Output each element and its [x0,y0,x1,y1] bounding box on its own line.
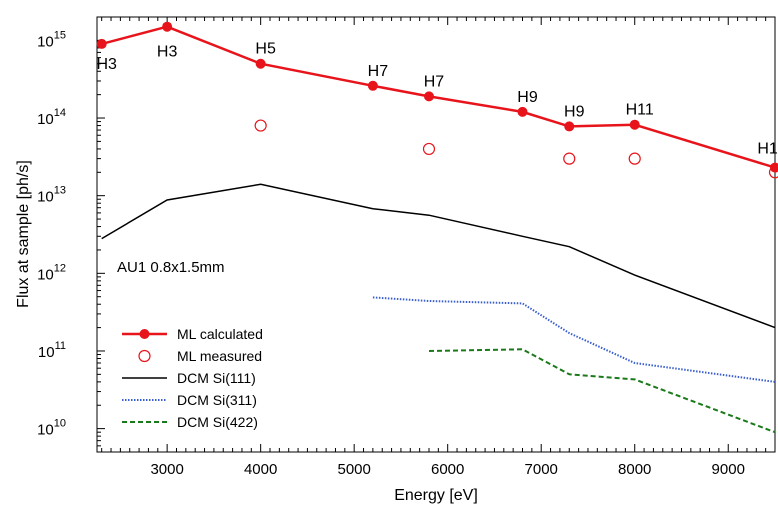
y-tick-label: 1014 [37,107,66,128]
harmonic-label: H9 [517,89,538,106]
y-tick-label: 1010 [37,418,66,439]
harmonic-label: H11 [626,102,654,119]
y-tick-label: 1012 [37,262,66,283]
x-tick-label: 6000 [431,461,464,478]
x-tick-label: 9000 [712,461,745,478]
data-point-ml-calculated [517,106,528,117]
series-line-dcm-si111 [101,183,776,329]
harmonic-label: H7 [424,73,445,90]
legend-label: DCM Si(111) [177,370,256,386]
harmonic-label: H3 [96,56,117,73]
legend-marker-ml-measured [138,349,151,363]
harmonic-label: H9 [564,103,585,120]
x-tick-label: 4000 [244,461,277,478]
y-tick-labels: 1010 1011 1012 1013 1014 1015 [37,29,66,438]
data-point-ml-measured [768,166,778,179]
data-point-ml-calculated [255,58,266,69]
x-tick-label: 7000 [525,461,558,478]
data-point-ml-measured [628,152,641,165]
x-tick-label: 3000 [150,461,183,478]
legend-label: DCM Si(422) [177,414,258,430]
x-axis-title: Energy [eV] [394,487,478,504]
data-point-ml-calculated [423,91,434,102]
legend: ML calculated ML measured DCM Si(111) DCM S… [122,326,263,430]
data-point-ml-measured [422,142,436,156]
data-point-ml-calculated [162,21,173,32]
x-tick-label: 5000 [337,461,370,478]
y-tick-label: 1013 [37,185,66,206]
data-point-ml-measured [254,119,267,132]
series-line-dcm-si311 [372,296,776,383]
harmonic-label: H7 [368,63,389,80]
harmonic-label: H5 [255,41,276,58]
series-line-dcm-si422 [428,348,776,434]
legend-label: ML calculated [177,326,263,342]
data-point-ml-calculated [770,162,778,173]
legend-label: DCM Si(311) [177,392,257,408]
legend-marker-ml-calculated [139,329,150,339]
data-point-ml-calculated [629,119,640,130]
harmonic-label: H13 [757,141,778,158]
y-axis-title: Flux at sample [ph/s] [15,160,32,308]
legend-label: ML measured [177,348,262,364]
series-line-ml-calculated [101,25,776,169]
data-point-ml-measured [563,152,576,165]
harmonic-label: H3 [157,44,178,61]
x-tick-label: 8000 [618,461,651,478]
y-tick-label: 1015 [37,29,66,50]
x-tick-labels: 3000 4000 5000 6000 7000 8000 9000 [150,461,744,478]
y-tick-label: 1011 [38,340,66,361]
plot-frame [96,16,776,453]
series-layer [96,21,778,434]
annotation-text: AU1 0.8x1.5mm [117,259,225,276]
data-point-ml-calculated [96,38,107,49]
point-labels: H3 H3 H5 H7 H7 H9 H9 H11 H13 [96,41,778,158]
data-point-ml-calculated [367,80,378,91]
data-point-ml-calculated [564,121,575,132]
